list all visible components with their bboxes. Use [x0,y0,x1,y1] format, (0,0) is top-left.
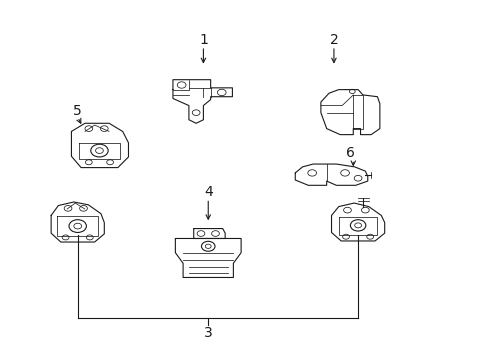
Text: 5: 5 [73,104,82,118]
Text: 4: 4 [203,185,212,199]
Text: 6: 6 [346,147,355,161]
Text: 3: 3 [203,326,212,340]
Text: 1: 1 [199,33,207,47]
Text: 2: 2 [329,33,338,47]
